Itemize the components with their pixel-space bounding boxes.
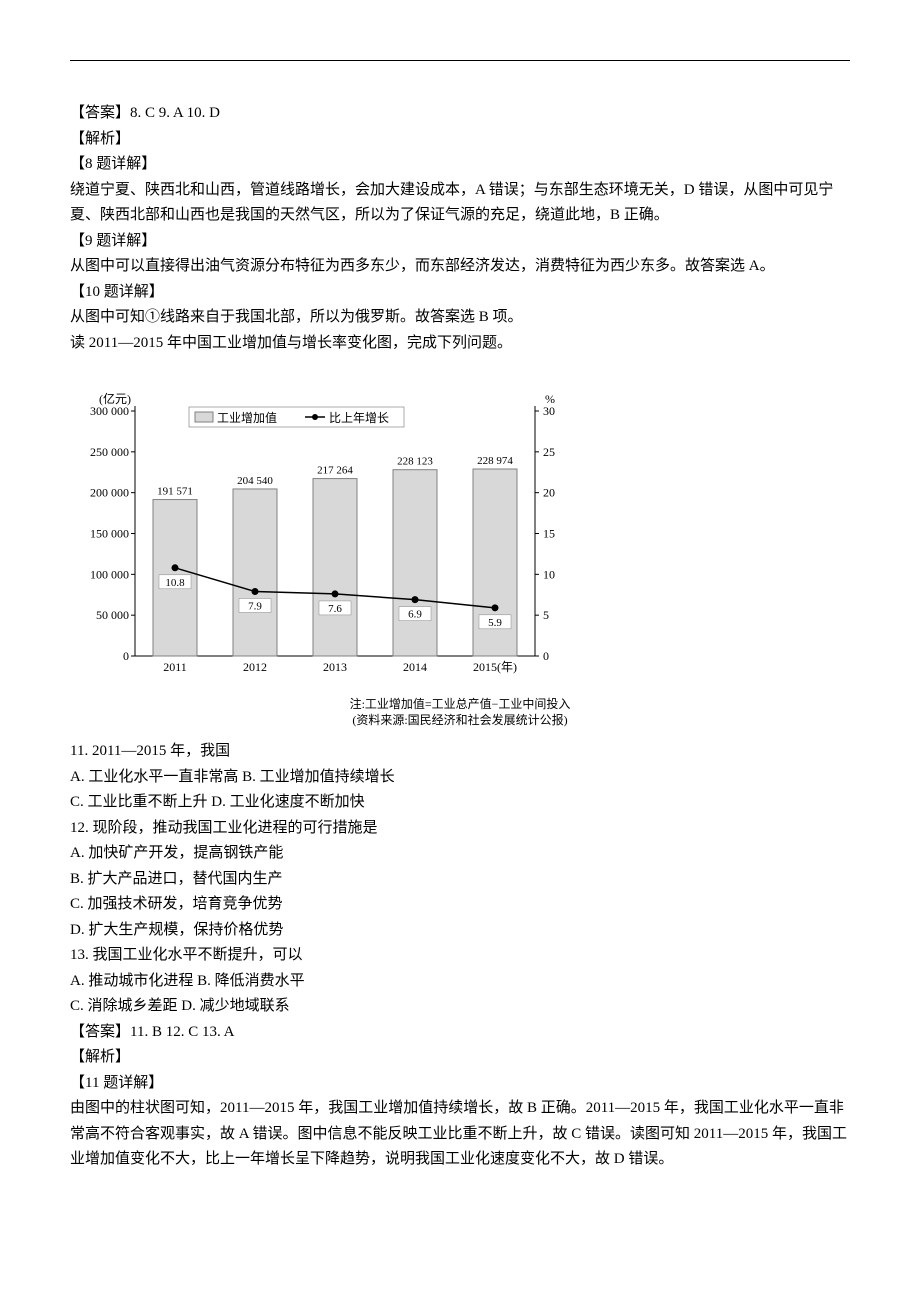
- svg-text:6.9: 6.9: [408, 609, 422, 621]
- q12-b: B. 扩大产品进口，替代国内生产: [70, 867, 850, 893]
- industrial-chart: 0 50 000 100 000 150 000 200 000 250 000 300 0…: [70, 386, 590, 686]
- q11-detail-label: 【11 题详解】: [70, 1071, 850, 1097]
- svg-text:5.9: 5.9: [488, 617, 502, 629]
- explain-label-2: 【解析】: [70, 1045, 850, 1071]
- svg-text:200 000: 200 000: [90, 486, 129, 500]
- q11-detail-text: 由图中的柱状图可知，2011—2015 年，我国工业增加值持续增长，故 B 正确…: [70, 1096, 850, 1173]
- explain-label-1: 【解析】: [70, 127, 850, 153]
- svg-text:204 540: 204 540: [237, 475, 273, 487]
- svg-text:10.8: 10.8: [165, 577, 185, 589]
- page-rule: [70, 60, 850, 61]
- q11: 11. 2011—2015 年，我国: [70, 739, 850, 765]
- q12: 12. 现阶段，推动我国工业化进程的可行措施是: [70, 816, 850, 842]
- svg-text:50 000: 50 000: [96, 608, 129, 622]
- svg-text:(亿元): (亿元): [99, 391, 131, 406]
- chart-caption-2: (资料来源:国民经济和社会发展统计公报): [70, 712, 850, 729]
- svg-text:2015(年): 2015(年): [473, 660, 517, 674]
- q13: 13. 我国工业化水平不断提升，可以: [70, 943, 850, 969]
- q8-text: 绕道宁夏、陕西北和山西，管道线路增长，会加大建设成本，A 错误；与东部生态环境无…: [70, 178, 850, 229]
- svg-text:比上年增长: 比上年增长: [329, 411, 389, 425]
- q13-opts-2: C. 消除城乡差距 D. 减少地域联系: [70, 994, 850, 1020]
- svg-text:5: 5: [543, 608, 549, 622]
- svg-text:2014: 2014: [403, 660, 427, 674]
- svg-text:20: 20: [543, 486, 555, 500]
- q9-label: 【9 题详解】: [70, 229, 850, 255]
- chart-caption-1: 注:工业增加值=工业总产值−工业中间投入: [70, 696, 850, 713]
- svg-text:2012: 2012: [243, 660, 267, 674]
- svg-text:%: %: [545, 392, 555, 406]
- chart-container: 0 50 000 100 000 150 000 200 000 250 000 300 0…: [70, 386, 850, 729]
- svg-text:150 000: 150 000: [90, 527, 129, 541]
- svg-text:10: 10: [543, 567, 555, 581]
- svg-text:100 000: 100 000: [90, 567, 129, 581]
- q12-d: D. 扩大生产规模，保持价格优势: [70, 918, 850, 944]
- svg-text:25: 25: [543, 445, 555, 459]
- q8-label: 【8 题详解】: [70, 152, 850, 178]
- svg-text:7.9: 7.9: [248, 600, 262, 612]
- answers-11-13: 【答案】11. B 12. C 13. A: [70, 1020, 850, 1046]
- svg-text:30: 30: [543, 404, 555, 418]
- svg-text:250 000: 250 000: [90, 445, 129, 459]
- svg-text:工业增加值: 工业增加值: [217, 410, 277, 425]
- q10-label: 【10 题详解】: [70, 280, 850, 306]
- q11-opts-2: C. 工业比重不断上升 D. 工业化速度不断加快: [70, 790, 850, 816]
- svg-text:217 264: 217 264: [317, 465, 353, 477]
- q9-text: 从图中可以直接得出油气资源分布特征为西多东少，而东部经济发达，消费特征为西少东多…: [70, 254, 850, 280]
- answers-8-10: 【答案】8. C 9. A 10. D: [70, 101, 850, 127]
- svg-text:2011: 2011: [163, 660, 187, 674]
- svg-text:300 000: 300 000: [90, 404, 129, 418]
- svg-text:2013: 2013: [323, 660, 347, 674]
- svg-text:15: 15: [543, 527, 555, 541]
- svg-text:191 571: 191 571: [157, 486, 193, 498]
- q10-text: 从图中可知①线路来自于我国北部，所以为俄罗斯。故答案选 B 项。: [70, 305, 850, 331]
- q12-a: A. 加快矿产开发，提高钢铁产能: [70, 841, 850, 867]
- svg-text:7.6: 7.6: [328, 603, 342, 615]
- svg-text:0: 0: [543, 649, 549, 663]
- q13-opts-1: A. 推动城市化进程 B. 降低消费水平: [70, 969, 850, 995]
- svg-text:228 974: 228 974: [477, 455, 513, 467]
- svg-text:228 123: 228 123: [397, 456, 433, 468]
- chart-lead: 读 2011—2015 年中国工业增加值与增长率变化图，完成下列问题。: [70, 331, 850, 357]
- q11-opts-1: A. 工业化水平一直非常高 B. 工业增加值持续增长: [70, 765, 850, 791]
- q12-c: C. 加强技术研发，培育竞争优势: [70, 892, 850, 918]
- svg-text:0: 0: [123, 649, 129, 663]
